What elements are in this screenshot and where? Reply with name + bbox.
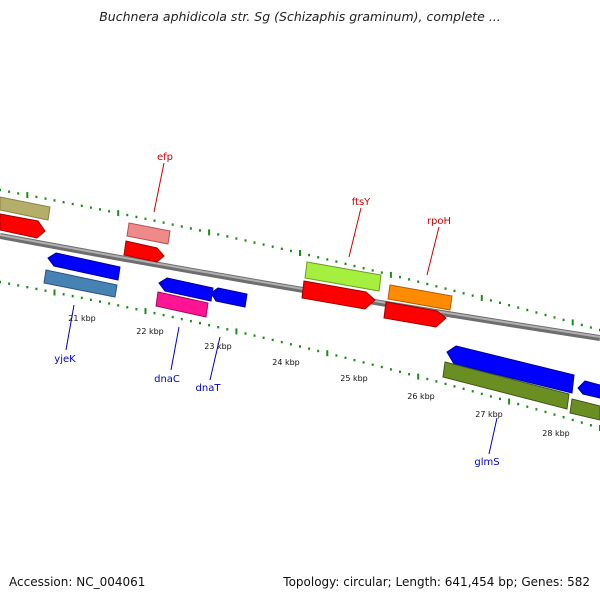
gene-arrow <box>569 398 600 421</box>
kbp-label: 26 kbp <box>407 392 435 401</box>
kbp-label: 24 kbp <box>272 358 300 367</box>
kbp-label: 28 kbp <box>542 429 570 438</box>
kbp-label: 22 kbp <box>136 327 164 336</box>
gene-arrow <box>387 284 453 311</box>
gene-arrow <box>43 269 118 298</box>
feature-arrows <box>0 196 600 421</box>
accession-text: Accession: NC_004061 <box>9 575 146 589</box>
gene-arrow <box>0 196 51 221</box>
gene-arrow <box>0 213 46 239</box>
gene-arrow <box>210 287 248 308</box>
kbp-label: 23 kbp <box>204 342 232 351</box>
gene-label-dnat: dnaT <box>196 383 222 394</box>
gene-label-glms: glmS <box>474 457 499 468</box>
gene-label-yjek: yjeK <box>54 354 76 365</box>
backbone <box>0 233 600 341</box>
leader-lines <box>65 162 498 455</box>
tick-row-upper <box>0 188 600 332</box>
tick-row-lower <box>0 280 600 431</box>
kbp-label: 27 kbp <box>475 410 503 419</box>
kbp-label: 25 kbp <box>340 374 368 383</box>
gene-arrow <box>126 222 171 245</box>
gene-arrow <box>155 291 209 318</box>
gene-label-efp: efp <box>157 152 173 163</box>
map-title: Buchnera aphidicola str. Sg (Schizaphis … <box>99 9 501 24</box>
gene-arrow <box>446 345 575 394</box>
gene-arrow <box>304 261 382 292</box>
genome-summary-text: Topology: circular; Length: 641,454 bp; … <box>283 575 590 589</box>
gene-arrow <box>123 240 165 263</box>
gene-label-dnac: dnaC <box>154 374 180 385</box>
gene-arrow <box>158 277 214 302</box>
kbp-labels: 21 kbp 22 kbp 23 kbp 24 kbp 25 kbp 26 kb… <box>68 314 570 438</box>
gene-label-ftsy: ftsY <box>352 197 371 208</box>
gene-arrow <box>383 301 447 328</box>
gene-label-rpoh: rpoH <box>427 216 451 227</box>
gene-arrow <box>301 280 376 310</box>
gene-arrow <box>47 252 121 281</box>
kbp-label: 21 kbp <box>68 314 96 323</box>
gene-arrow <box>442 361 570 410</box>
gene-arrow <box>577 380 600 399</box>
